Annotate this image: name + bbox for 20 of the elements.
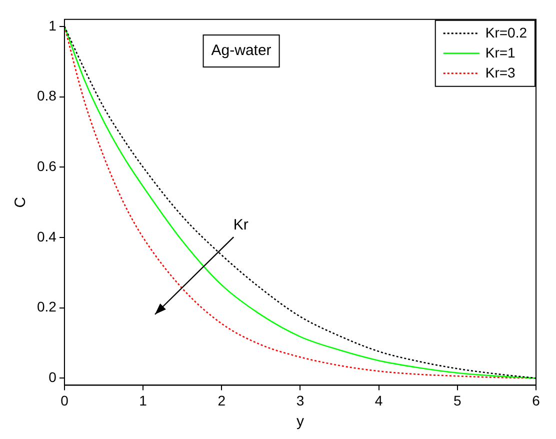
x-tick-label: 1 (139, 392, 148, 408)
x-tick-label: 5 (454, 392, 462, 408)
annotation: Kr (233, 216, 248, 234)
y-tick-label: 0.6 (36, 158, 57, 174)
annotation: Ag-water (211, 42, 272, 60)
legend-label: Kr=3 (485, 64, 516, 80)
x-tick-label: 2 (218, 392, 226, 408)
y-tick-label: 0.8 (36, 88, 57, 104)
legend-label: Kr=1 (485, 44, 516, 60)
x-axis-title: y (296, 413, 304, 430)
x-tick-label: 6 (532, 392, 540, 408)
y-tick-label: 0 (48, 369, 57, 386)
x-tick-label: 0 (60, 392, 69, 408)
x-tick-label: 4 (374, 392, 383, 408)
y-tick-label: 1 (48, 17, 57, 34)
y-axis-title: C (12, 196, 30, 208)
x-tick-label: 3 (296, 392, 304, 408)
y-tick-label: 0.2 (36, 298, 57, 315)
y-tick-label: 0.4 (36, 228, 57, 244)
legend-label: Kr=0.2 (485, 24, 528, 40)
